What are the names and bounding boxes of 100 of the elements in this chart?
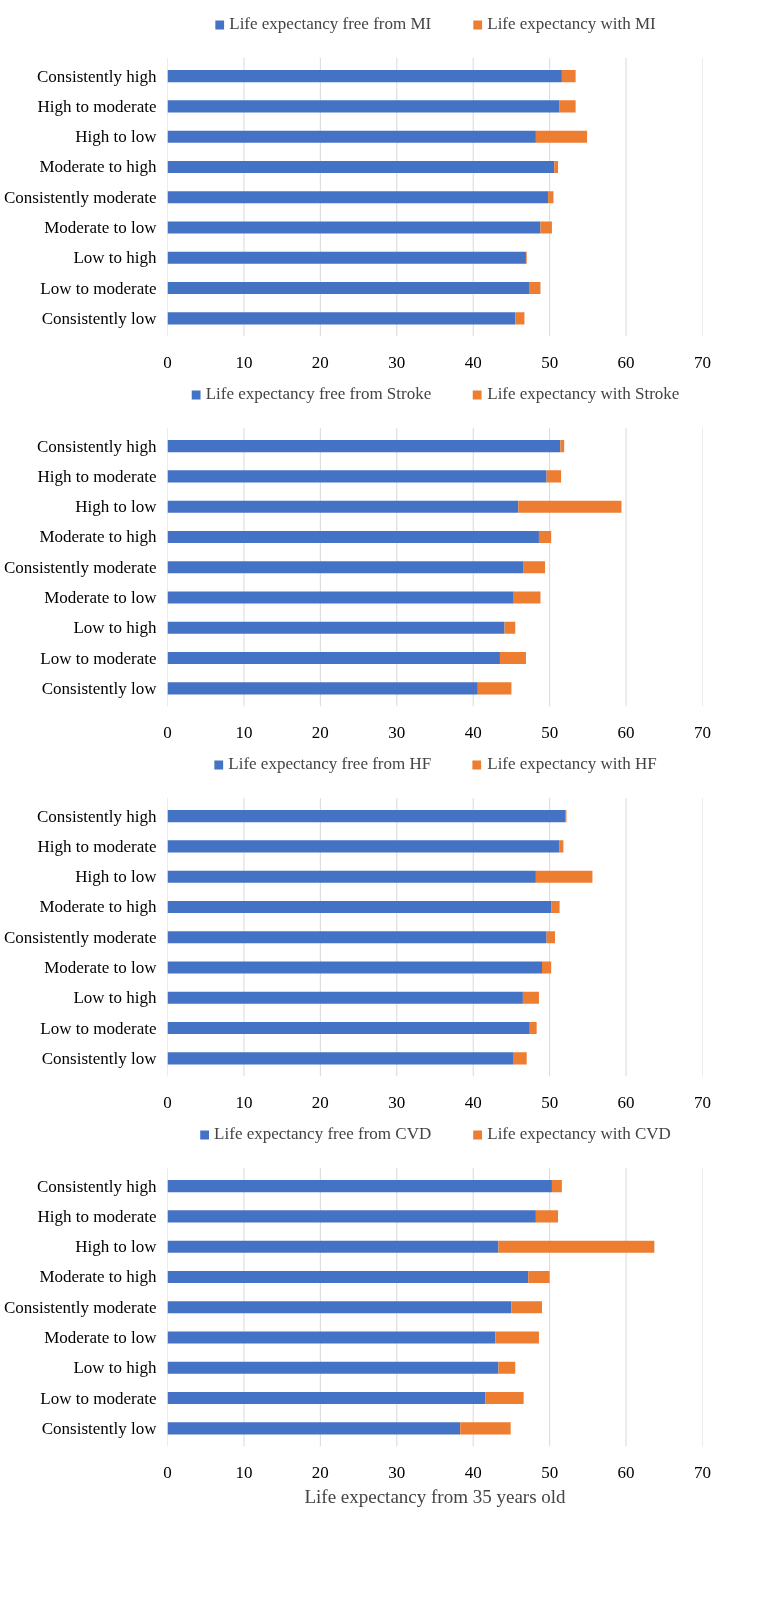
x-tick-label: 0 (163, 352, 172, 372)
bar (167, 1180, 552, 1193)
x-tick-label: 60 (617, 352, 635, 372)
y-tick-label: Moderate to high (39, 157, 157, 177)
bar (528, 1270, 550, 1284)
y-tick-label: Consistently high (37, 806, 157, 826)
x-tick-label: 70 (694, 1462, 711, 1482)
y-tick-label: Moderate to high (39, 527, 157, 547)
x-tick-label: 60 (617, 1462, 635, 1482)
bar (167, 870, 536, 883)
bar (167, 840, 560, 853)
legend-label: Life expectancy free from Stroke (205, 384, 432, 404)
bar (504, 621, 516, 634)
y-tick-label: Moderate to high (39, 897, 157, 917)
bar (167, 130, 536, 143)
legend-label: Life expectancy free from HF (228, 754, 432, 774)
x-tick-label: 40 (464, 1462, 482, 1482)
y-tick-label: Consistently high (37, 1176, 157, 1196)
x-tick-label: 10 (235, 352, 253, 372)
bar (559, 100, 576, 113)
x-tick-label: 60 (617, 1092, 635, 1112)
bar (542, 961, 552, 974)
bar (167, 221, 541, 234)
bar (167, 1270, 529, 1284)
bar (477, 682, 512, 695)
y-tick-label: High to moderate (37, 1206, 157, 1226)
x-tick-label: 20 (311, 1462, 329, 1482)
bar (529, 1022, 537, 1035)
bar (551, 900, 560, 914)
bar (498, 1361, 516, 1374)
bar (167, 1022, 530, 1035)
x-tick-label: 40 (464, 352, 482, 372)
y-tick-label: Low to high (73, 1358, 157, 1378)
x-axis-title: Life expectancy from 35 years old (304, 1485, 567, 1507)
bar (538, 530, 552, 544)
y-tick-label: Consistently moderate (4, 187, 157, 207)
bar (167, 251, 526, 264)
y-tick-label: Low to moderate (40, 278, 157, 298)
legend-label: Life expectancy with Stroke (487, 384, 680, 404)
y-tick-label: Consistently low (41, 1048, 158, 1068)
bar (548, 191, 554, 204)
y-tick-label: Moderate to low (44, 958, 158, 978)
x-tick-label: 30 (388, 722, 406, 742)
x-tick-label: 20 (311, 352, 329, 372)
y-tick-label: Moderate to low (44, 588, 158, 608)
x-tick-label: 40 (464, 722, 482, 742)
x-tick-label: 30 (388, 1092, 406, 1112)
bar (167, 561, 524, 574)
bar (460, 1422, 511, 1435)
bar (167, 591, 514, 604)
x-tick-label: 30 (388, 1462, 406, 1482)
y-tick-label: Low to moderate (40, 648, 157, 668)
y-tick-label: Moderate to low (44, 218, 158, 238)
bar (498, 1240, 655, 1253)
y-tick-label: Consistently high (37, 436, 157, 456)
bar (546, 470, 562, 483)
bar (535, 870, 593, 883)
legend-label: Life expectancy with HF (487, 754, 657, 774)
legend-label: Life expectancy with MI (487, 14, 656, 34)
legend-label: Life expectancy free from CVD (214, 1124, 432, 1144)
y-tick-label: Consistently moderate (4, 1297, 157, 1317)
y-tick-label: High to moderate (37, 836, 157, 856)
bar (167, 1240, 499, 1253)
bar (167, 1301, 512, 1314)
bar (167, 440, 561, 453)
bar (546, 931, 555, 944)
bar (515, 312, 525, 325)
bar (167, 530, 539, 544)
y-tick-label: High to low (75, 1237, 158, 1257)
x-tick-label: 20 (311, 1092, 329, 1112)
y-tick-label: Low to high (73, 618, 157, 638)
bar (167, 70, 562, 83)
bar (167, 1331, 496, 1344)
bar (485, 1392, 524, 1405)
legend-label: Life expectancy with CVD (487, 1124, 671, 1144)
bar (167, 1052, 514, 1065)
x-tick-label: 0 (163, 1462, 172, 1482)
y-tick-label: Low to high (73, 248, 157, 268)
bar (511, 1301, 542, 1314)
y-tick-label: Low to moderate (40, 1018, 157, 1038)
bar (561, 70, 576, 83)
y-tick-label: Consistently low (41, 678, 158, 698)
y-tick-label: Low to moderate (40, 1388, 157, 1408)
x-tick-label: 70 (694, 352, 711, 372)
bar (167, 160, 555, 174)
bar (167, 810, 566, 823)
x-tick-label: 50 (541, 352, 559, 372)
y-tick-label: High to moderate (37, 466, 157, 486)
bar (167, 1210, 536, 1223)
bar (513, 591, 541, 604)
bar (167, 1422, 461, 1435)
y-tick-label: Consistently moderate (4, 557, 157, 577)
bar (167, 191, 549, 204)
bar (499, 652, 526, 665)
bar (167, 100, 560, 113)
bar (167, 282, 530, 295)
bar (167, 621, 505, 634)
bar (551, 1180, 562, 1193)
x-tick-label: 50 (541, 1092, 559, 1112)
y-tick-label: High to low (75, 867, 158, 887)
